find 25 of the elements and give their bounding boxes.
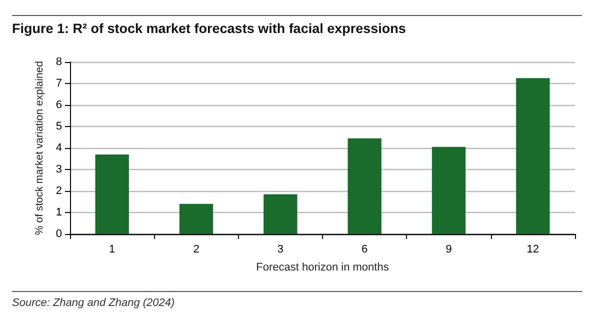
x-tick-label: 2 (193, 244, 200, 256)
chart-title: Figure 1: R² of stock market forecasts with facial expressions (12, 15, 582, 36)
y-tick-label: 7 (56, 78, 62, 90)
source-note: Source: Zhang and Zhang (2024) (12, 291, 582, 309)
bar (348, 138, 382, 234)
y-tick-label: 0 (56, 228, 62, 240)
y-tick-label: 6 (56, 99, 62, 111)
y-tick-label: 8 (56, 56, 62, 68)
bar (516, 78, 550, 234)
x-axis-title: Forecast horizon in months (256, 262, 390, 274)
y-tick-label: 2 (56, 185, 62, 197)
bar (264, 194, 298, 234)
x-tick-label: 6 (362, 244, 368, 256)
x-tick-label: 1 (109, 244, 116, 256)
y-tick-label: 3 (56, 164, 62, 176)
y-tick-label: 1 (56, 206, 62, 218)
y-tick-label: 4 (56, 142, 62, 154)
x-tick-label: 3 (277, 244, 284, 256)
bar (432, 146, 466, 234)
y-tick-label: 5 (56, 120, 62, 132)
x-tick-label: 12 (526, 244, 540, 256)
bar (95, 154, 129, 234)
x-tick-label: 9 (446, 244, 452, 256)
y-axis-title: % of stock market variation explained (33, 60, 46, 235)
bar (179, 204, 214, 234)
